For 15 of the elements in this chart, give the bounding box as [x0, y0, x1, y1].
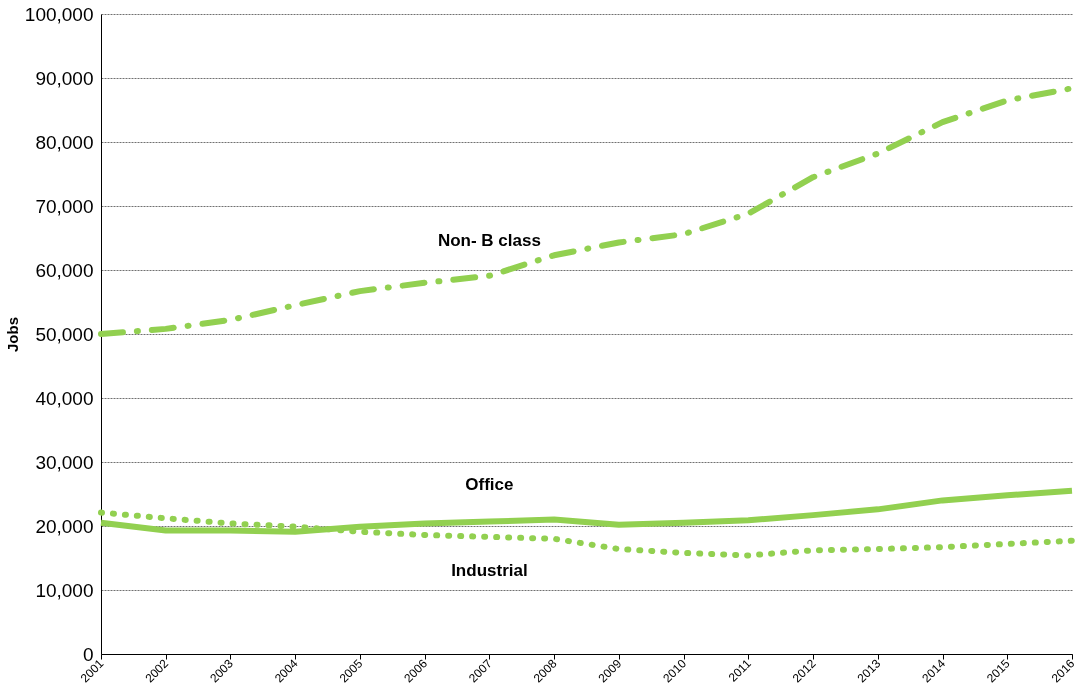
y-tick-label: 0: [82, 643, 94, 665]
y-axis-title: Jobs: [3, 316, 21, 353]
series-label: Non- B class: [437, 230, 541, 250]
y-tick-label: 90,000: [35, 67, 94, 89]
y-tick-label: 50,000: [35, 323, 94, 345]
y-tick-label: 20,000: [35, 515, 94, 537]
y-tick-label: 70,000: [35, 195, 94, 217]
y-tick-label: 60,000: [35, 259, 94, 281]
y-tick-label: 80,000: [35, 131, 94, 153]
y-tick-label: 100,000: [24, 3, 94, 25]
series-label: Industrial: [451, 561, 528, 581]
y-tick-label: 30,000: [35, 451, 94, 473]
y-tick-label: 10,000: [35, 579, 94, 601]
series-label: Office: [465, 475, 514, 495]
y-tick-label: 40,000: [35, 387, 94, 409]
